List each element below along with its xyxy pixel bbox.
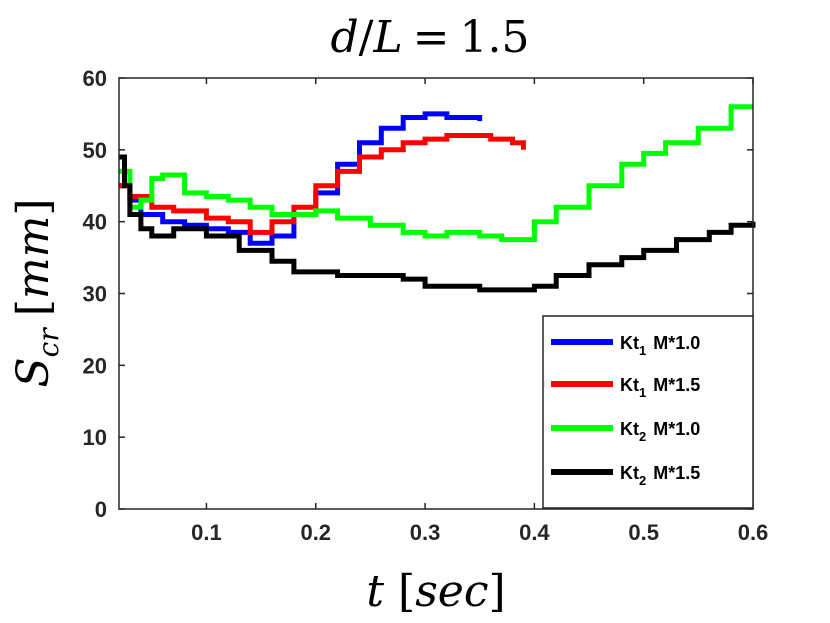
- x-tick-label: 0.6: [738, 520, 769, 545]
- x-tick-label: 0.2: [300, 520, 331, 545]
- y-tick-label: 10: [83, 425, 107, 450]
- legend-label: Kt1 M*1.5: [620, 375, 700, 400]
- legend-label: Kt2 M*1.5: [620, 463, 700, 488]
- y-tick-label: 50: [83, 138, 107, 163]
- y-tick-label: 60: [83, 66, 107, 91]
- legend-items: Kt1 M*1.0 Kt1 M*1.5 Kt2 M*1.0 Kt2 M*1.5: [551, 333, 700, 488]
- legend-box: [542, 315, 754, 509]
- chart-title: d/L = 1.5: [330, 12, 529, 63]
- ticks-layer: 0.1 0.2 0.3 0.4 0.5 0.6 0 10 20 30 40 50 60: [83, 66, 769, 545]
- y-axis-label: Scr[mm]: [8, 198, 65, 387]
- y-tick-label: 40: [83, 210, 107, 235]
- x-tick-label: 0.4: [519, 520, 550, 545]
- series-layer: [119, 104, 756, 293]
- legend-label: Kt1 M*1.0: [620, 333, 700, 358]
- legend-label: Kt2 M*1.0: [620, 419, 700, 444]
- series-line-kt1-m-1-5: [119, 133, 526, 235]
- y-tick-label: 20: [83, 353, 107, 378]
- plot-frame: [118, 77, 754, 510]
- y-tick-label: 30: [83, 282, 107, 307]
- series-line-kt2-m-1-5: [119, 154, 756, 293]
- series-line-kt1-m-1-0: [119, 111, 483, 246]
- x-axis-label: t [sec]: [366, 566, 505, 617]
- x-tick-label: 0.3: [410, 520, 441, 545]
- x-tick-label: 0.1: [191, 520, 222, 545]
- y-tick-label: 0: [95, 497, 107, 522]
- x-tick-label: 0.5: [628, 520, 659, 545]
- legend: Kt1 M*1.0 Kt1 M*1.5 Kt2 M*1.0 Kt2 M*1.5: [542, 315, 754, 509]
- series-line-kt2-m-1-0: [119, 104, 753, 243]
